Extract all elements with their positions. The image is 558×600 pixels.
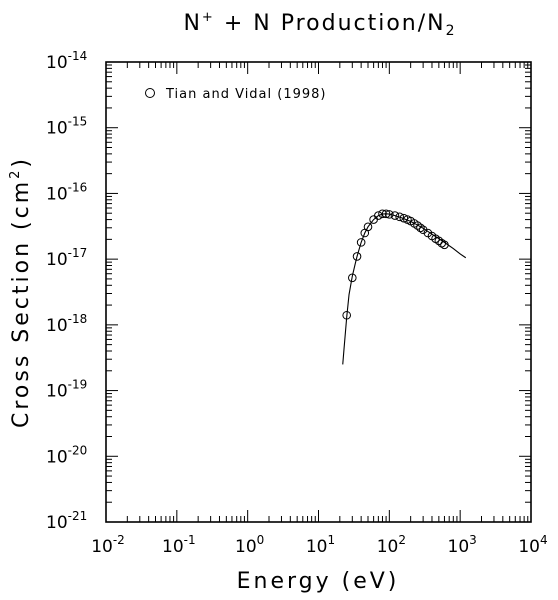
x-tick-label-base: 10 bbox=[91, 537, 113, 557]
data-point bbox=[348, 273, 357, 283]
series-line-curve bbox=[342, 213, 467, 365]
x-tick-label-exp: -1 bbox=[184, 533, 196, 547]
y-tick-label-base: 10 bbox=[46, 316, 68, 336]
minor-ticks bbox=[106, 62, 531, 522]
plot-area bbox=[105, 61, 532, 523]
x-tick-label-exp: 4 bbox=[540, 533, 548, 547]
chart-title: N+ + N Production/N2 bbox=[183, 10, 456, 39]
legend-marker bbox=[145, 88, 155, 98]
x-tick-label-base: 10 bbox=[448, 537, 470, 557]
y-axis-label-main: Cross Section (cm bbox=[9, 179, 34, 428]
y-tick-label: 10-15 bbox=[46, 115, 87, 139]
x-tick-label: 10-1 bbox=[162, 533, 196, 557]
data-point bbox=[416, 223, 425, 233]
y-tick-label: 10-18 bbox=[46, 312, 87, 336]
x-tick-label-exp: 0 bbox=[257, 533, 265, 547]
x-tick-label-exp: 3 bbox=[469, 533, 477, 547]
y-tick-label-exp: -14 bbox=[68, 49, 88, 63]
y-tick-label: 10-19 bbox=[46, 378, 87, 402]
y-tick-label-exp: -15 bbox=[68, 115, 88, 129]
y-tick-label: 10-17 bbox=[46, 246, 87, 270]
x-tick-label: 103 bbox=[448, 533, 477, 557]
x-tick-label-base: 10 bbox=[162, 537, 184, 557]
y-axis-label-sup: 2 bbox=[8, 168, 23, 179]
chart-title-mid: + N Production/N bbox=[215, 11, 446, 36]
x-axis-ticks: 10-2 10-1 100 101 102 103 104 bbox=[91, 62, 548, 557]
y-tick-label-exp: -16 bbox=[68, 180, 88, 194]
data-point bbox=[352, 252, 362, 261]
y-tick-label-exp: -21 bbox=[68, 509, 88, 523]
y-tick-label: 10-16 bbox=[46, 180, 87, 204]
series-markers bbox=[342, 209, 449, 320]
x-tick-label-base: 10 bbox=[306, 537, 328, 557]
legend: Tian and Vidal (1998) bbox=[145, 87, 327, 102]
y-tick-label-base: 10 bbox=[46, 513, 68, 533]
x-tick-label: 100 bbox=[235, 533, 264, 557]
data-point bbox=[434, 236, 444, 246]
y-axis-label-end: ) bbox=[9, 156, 34, 168]
data-point bbox=[440, 240, 449, 250]
y-tick-label-base: 10 bbox=[46, 119, 68, 139]
legend-label: Tian and Vidal (1998) bbox=[165, 87, 327, 102]
y-tick-label: 10-14 bbox=[46, 49, 87, 73]
x-axis-label: Energy (eV) bbox=[237, 569, 400, 594]
data-point bbox=[374, 211, 383, 220]
y-tick-label: 10-21 bbox=[46, 509, 87, 533]
y-tick-label: 10-20 bbox=[46, 443, 87, 467]
chart-title-sup: + bbox=[202, 10, 215, 25]
y-tick-label-exp: -20 bbox=[68, 443, 88, 457]
chart-title-sub: 2 bbox=[446, 23, 457, 39]
y-tick-label-base: 10 bbox=[46, 382, 68, 402]
y-tick-label-exp: -17 bbox=[68, 246, 88, 260]
x-tick-label-base: 10 bbox=[518, 537, 540, 557]
y-tick-label-base: 10 bbox=[46, 447, 68, 467]
x-tick-label: 101 bbox=[306, 533, 335, 557]
data-point bbox=[356, 238, 366, 247]
x-tick-label-base: 10 bbox=[377, 537, 399, 557]
data-point bbox=[378, 209, 387, 219]
y-tick-label-exp: -19 bbox=[68, 378, 88, 392]
x-tick-label: 104 bbox=[518, 533, 547, 557]
x-tick-label: 10-2 bbox=[91, 533, 125, 557]
data-point bbox=[395, 212, 404, 222]
data-point bbox=[342, 310, 351, 320]
chart-title-main: N bbox=[183, 11, 201, 36]
y-tick-label-base: 10 bbox=[46, 53, 68, 73]
data-point bbox=[390, 211, 400, 220]
x-tick-label-exp: 1 bbox=[328, 533, 336, 547]
data-point bbox=[413, 221, 422, 230]
data-point bbox=[437, 238, 447, 248]
data-point bbox=[363, 222, 373, 232]
x-tick-label-exp: 2 bbox=[398, 533, 406, 547]
y-tick-label-exp: -18 bbox=[68, 312, 88, 326]
y-tick-label-base: 10 bbox=[46, 184, 68, 204]
x-tick-label-base: 10 bbox=[235, 537, 257, 557]
x-tick-label-exp: -2 bbox=[113, 533, 125, 547]
x-tick-label: 102 bbox=[377, 533, 406, 557]
data-point bbox=[381, 209, 391, 219]
y-axis-label: Cross Section (cm2) bbox=[8, 156, 34, 428]
data-point bbox=[385, 210, 394, 219]
y-tick-label-base: 10 bbox=[46, 250, 68, 270]
